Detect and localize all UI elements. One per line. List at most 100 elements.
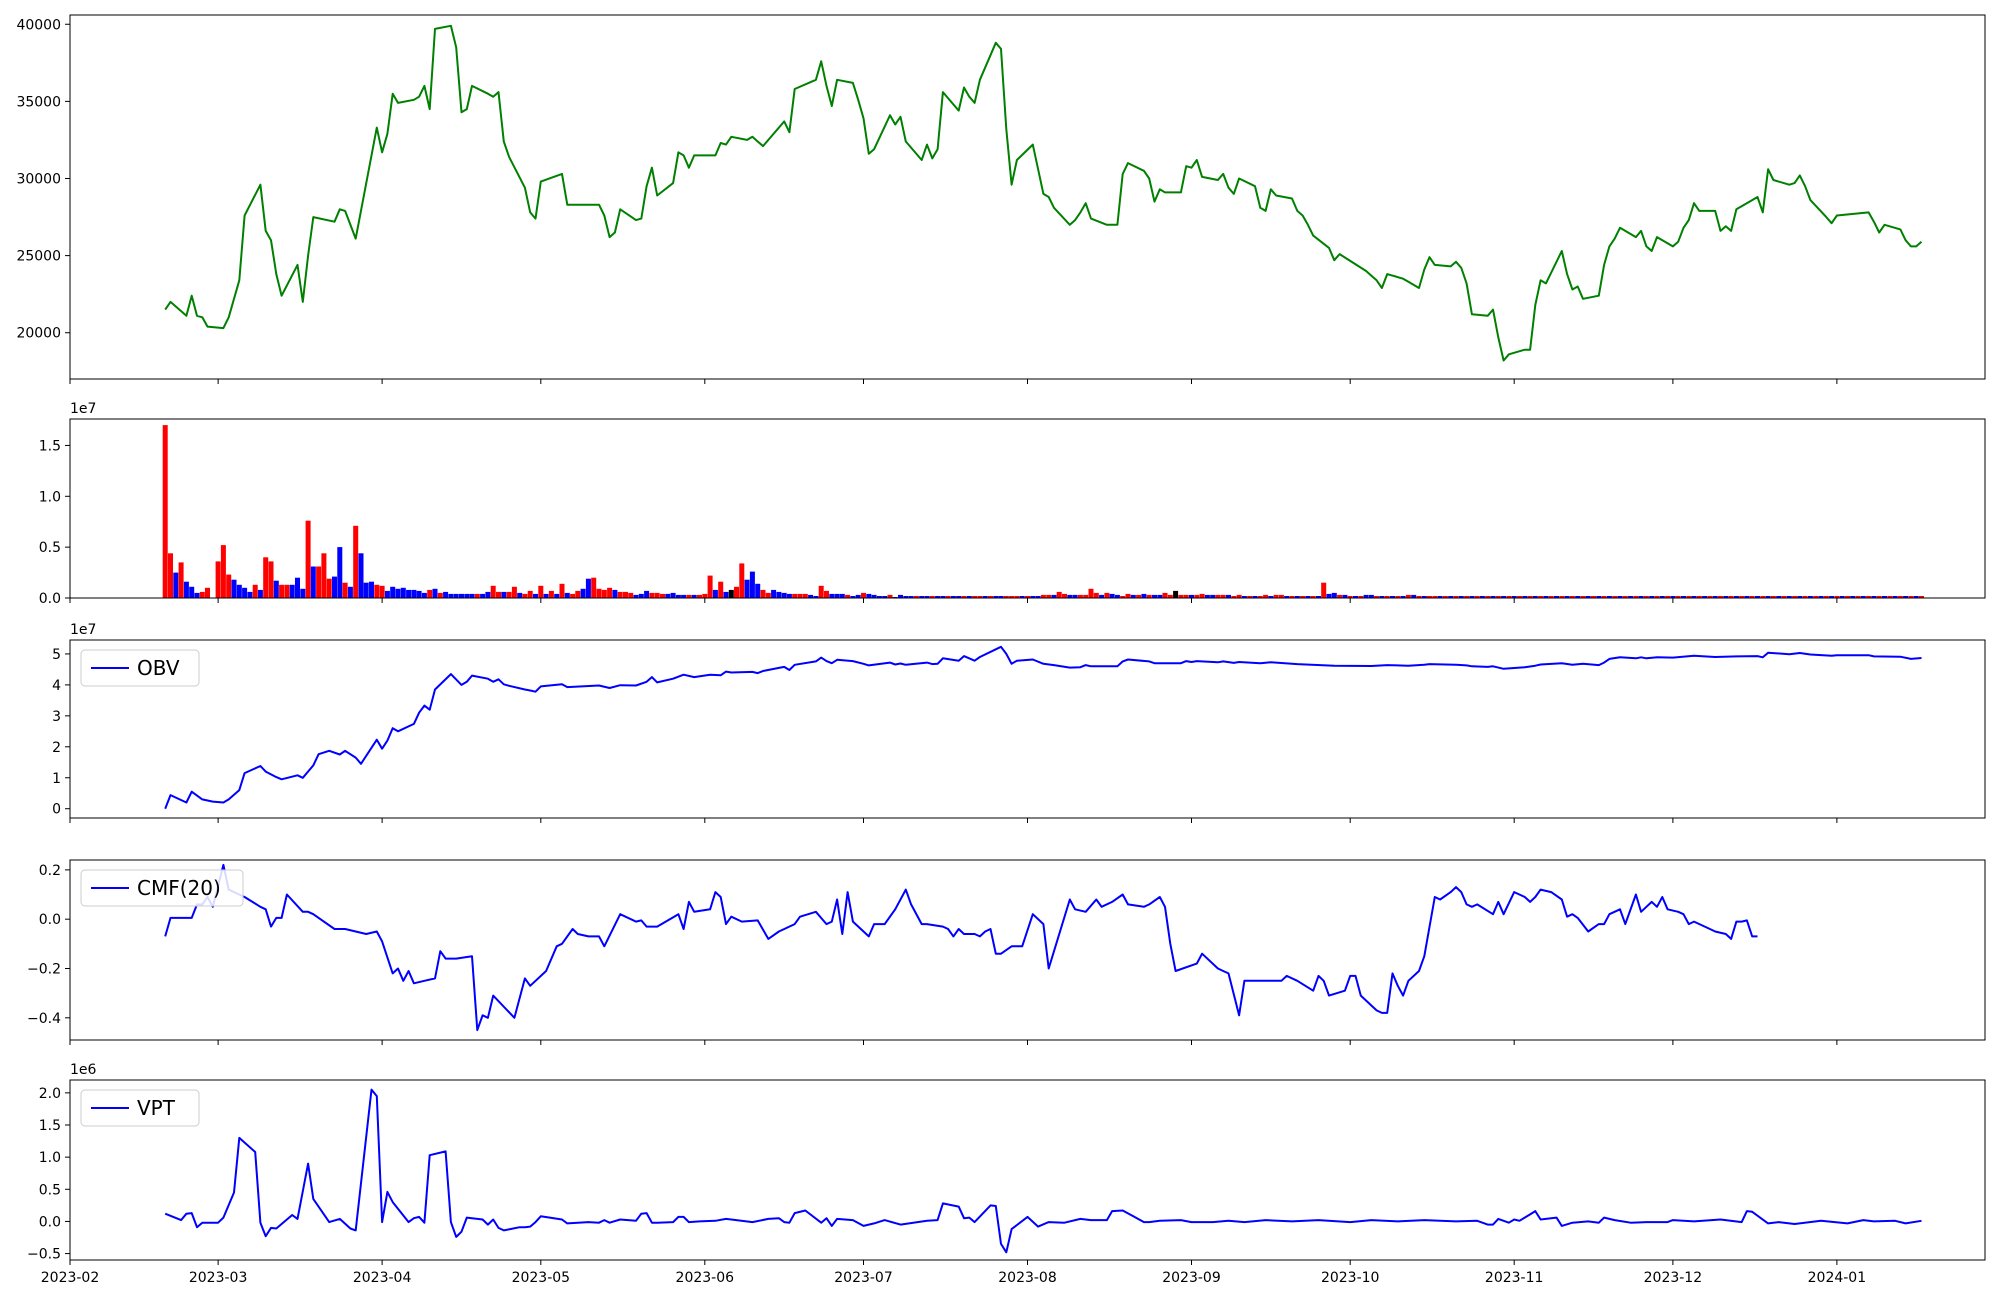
volume-bar bbox=[189, 586, 195, 598]
volume-bar bbox=[443, 591, 449, 598]
volume-bar bbox=[268, 561, 274, 598]
panel-price: 20000 25000 30000 35000 40000 bbox=[16, 14, 1986, 384]
volume-bar bbox=[310, 566, 316, 598]
volume-bar bbox=[1622, 596, 1628, 598]
volume-bar bbox=[813, 596, 819, 598]
volume-bar bbox=[564, 592, 570, 598]
volume-bar bbox=[924, 596, 930, 598]
volume-bar bbox=[1252, 596, 1258, 598]
volume-bar bbox=[1353, 596, 1358, 598]
volume-bar bbox=[400, 587, 406, 598]
volume-bar bbox=[326, 578, 332, 598]
volume-bar bbox=[1617, 596, 1623, 598]
volume-ytick-label: 1.5 bbox=[39, 438, 61, 454]
volume-bar bbox=[1263, 594, 1269, 598]
price-series-line bbox=[164, 24, 1923, 362]
volume-bar bbox=[802, 593, 808, 598]
volume-bar bbox=[183, 581, 189, 598]
volume-bar bbox=[1437, 596, 1443, 598]
volume-bar bbox=[1014, 596, 1020, 598]
volume-bar bbox=[1310, 596, 1316, 598]
volume-bar bbox=[1120, 596, 1126, 598]
volume-bar bbox=[559, 583, 565, 598]
volume-bar bbox=[760, 589, 766, 598]
volume-bar bbox=[1654, 596, 1660, 598]
volume-bar bbox=[1839, 596, 1845, 598]
vpt-series-line bbox=[164, 1088, 1922, 1254]
volume-bar bbox=[1538, 596, 1544, 598]
volume-bar bbox=[168, 553, 173, 599]
xtick-label: 2023-08 bbox=[998, 1270, 1057, 1286]
volume-bar bbox=[1712, 596, 1718, 598]
volume-bar bbox=[490, 585, 496, 598]
volume-bar bbox=[342, 582, 348, 598]
volume-bar bbox=[686, 594, 692, 598]
volume-bar bbox=[247, 591, 253, 598]
volume-bar bbox=[628, 592, 634, 598]
volume-bar bbox=[1136, 594, 1142, 598]
xtick-label: 2023-07 bbox=[834, 1270, 893, 1286]
volume-bar bbox=[876, 596, 882, 598]
volume-bar bbox=[1152, 594, 1157, 598]
volume-bar bbox=[1860, 596, 1866, 598]
xtick-label: 2023-12 bbox=[1644, 1270, 1703, 1286]
volume-bar bbox=[855, 594, 861, 598]
volume-bar bbox=[1342, 594, 1348, 598]
volume-bar bbox=[1114, 594, 1120, 598]
volume-bar bbox=[1739, 596, 1745, 598]
volume-bar bbox=[406, 589, 412, 598]
volume-bar bbox=[1728, 596, 1734, 598]
volume-bar bbox=[644, 590, 650, 598]
volume-bar bbox=[1474, 596, 1480, 598]
volume-bar bbox=[1580, 596, 1586, 598]
volume-bar bbox=[1247, 596, 1253, 598]
volume-bar bbox=[1723, 596, 1729, 598]
volume-bar bbox=[358, 553, 364, 599]
volume-bar bbox=[1305, 596, 1311, 598]
volume-bar bbox=[300, 588, 306, 598]
volume-bar bbox=[1797, 596, 1803, 598]
volume-bar bbox=[1464, 596, 1470, 598]
volume-bar bbox=[575, 590, 581, 598]
volume-bar bbox=[845, 594, 851, 598]
vpt-ytick-label: 1.0 bbox=[39, 1150, 61, 1166]
obv-legend: OBV bbox=[80, 649, 200, 687]
volume-bar bbox=[1850, 596, 1856, 598]
volume-bar bbox=[1040, 594, 1046, 598]
volume-bar bbox=[691, 594, 697, 598]
xtick-label: 2023-11 bbox=[1485, 1270, 1544, 1286]
volume-bar bbox=[1649, 596, 1655, 598]
volume-bar bbox=[908, 596, 914, 598]
volume-bar bbox=[871, 594, 877, 598]
volume-bar bbox=[982, 596, 988, 598]
volume-bar bbox=[1421, 596, 1427, 598]
vpt-offset-label: 1e6 bbox=[70, 1062, 97, 1078]
volume-bar bbox=[829, 593, 835, 598]
volume-bar bbox=[263, 557, 269, 598]
volume-bar bbox=[316, 566, 322, 598]
volume-bar bbox=[273, 580, 279, 598]
volume-bar bbox=[548, 590, 554, 598]
volume-bar bbox=[279, 584, 285, 598]
volume-bar bbox=[236, 584, 242, 598]
volume-bar bbox=[792, 593, 798, 598]
volume-bar bbox=[1384, 596, 1390, 598]
volume-bar bbox=[363, 582, 369, 598]
vpt-ytick-label: 0.5 bbox=[39, 1182, 61, 1198]
volume-bar bbox=[919, 596, 925, 598]
volume-bar bbox=[295, 577, 300, 598]
volume-bar bbox=[1284, 596, 1290, 598]
volume-bar bbox=[205, 587, 210, 598]
volume-bar bbox=[1009, 596, 1015, 598]
volume-bar bbox=[1591, 596, 1596, 598]
volume-bar bbox=[231, 579, 237, 598]
panel-volume: 0.0 0.5 1.0 1.5 1e7 bbox=[39, 401, 1986, 607]
volume-bar bbox=[1146, 594, 1152, 598]
volume-bar bbox=[1194, 594, 1200, 598]
volume-ytick-label: 0.0 bbox=[39, 591, 61, 607]
volume-bar bbox=[1522, 596, 1528, 598]
xtick-label: 2023-04 bbox=[353, 1270, 412, 1286]
vpt-legend-label: VPT bbox=[137, 1096, 176, 1120]
volume-bar bbox=[1813, 596, 1819, 598]
